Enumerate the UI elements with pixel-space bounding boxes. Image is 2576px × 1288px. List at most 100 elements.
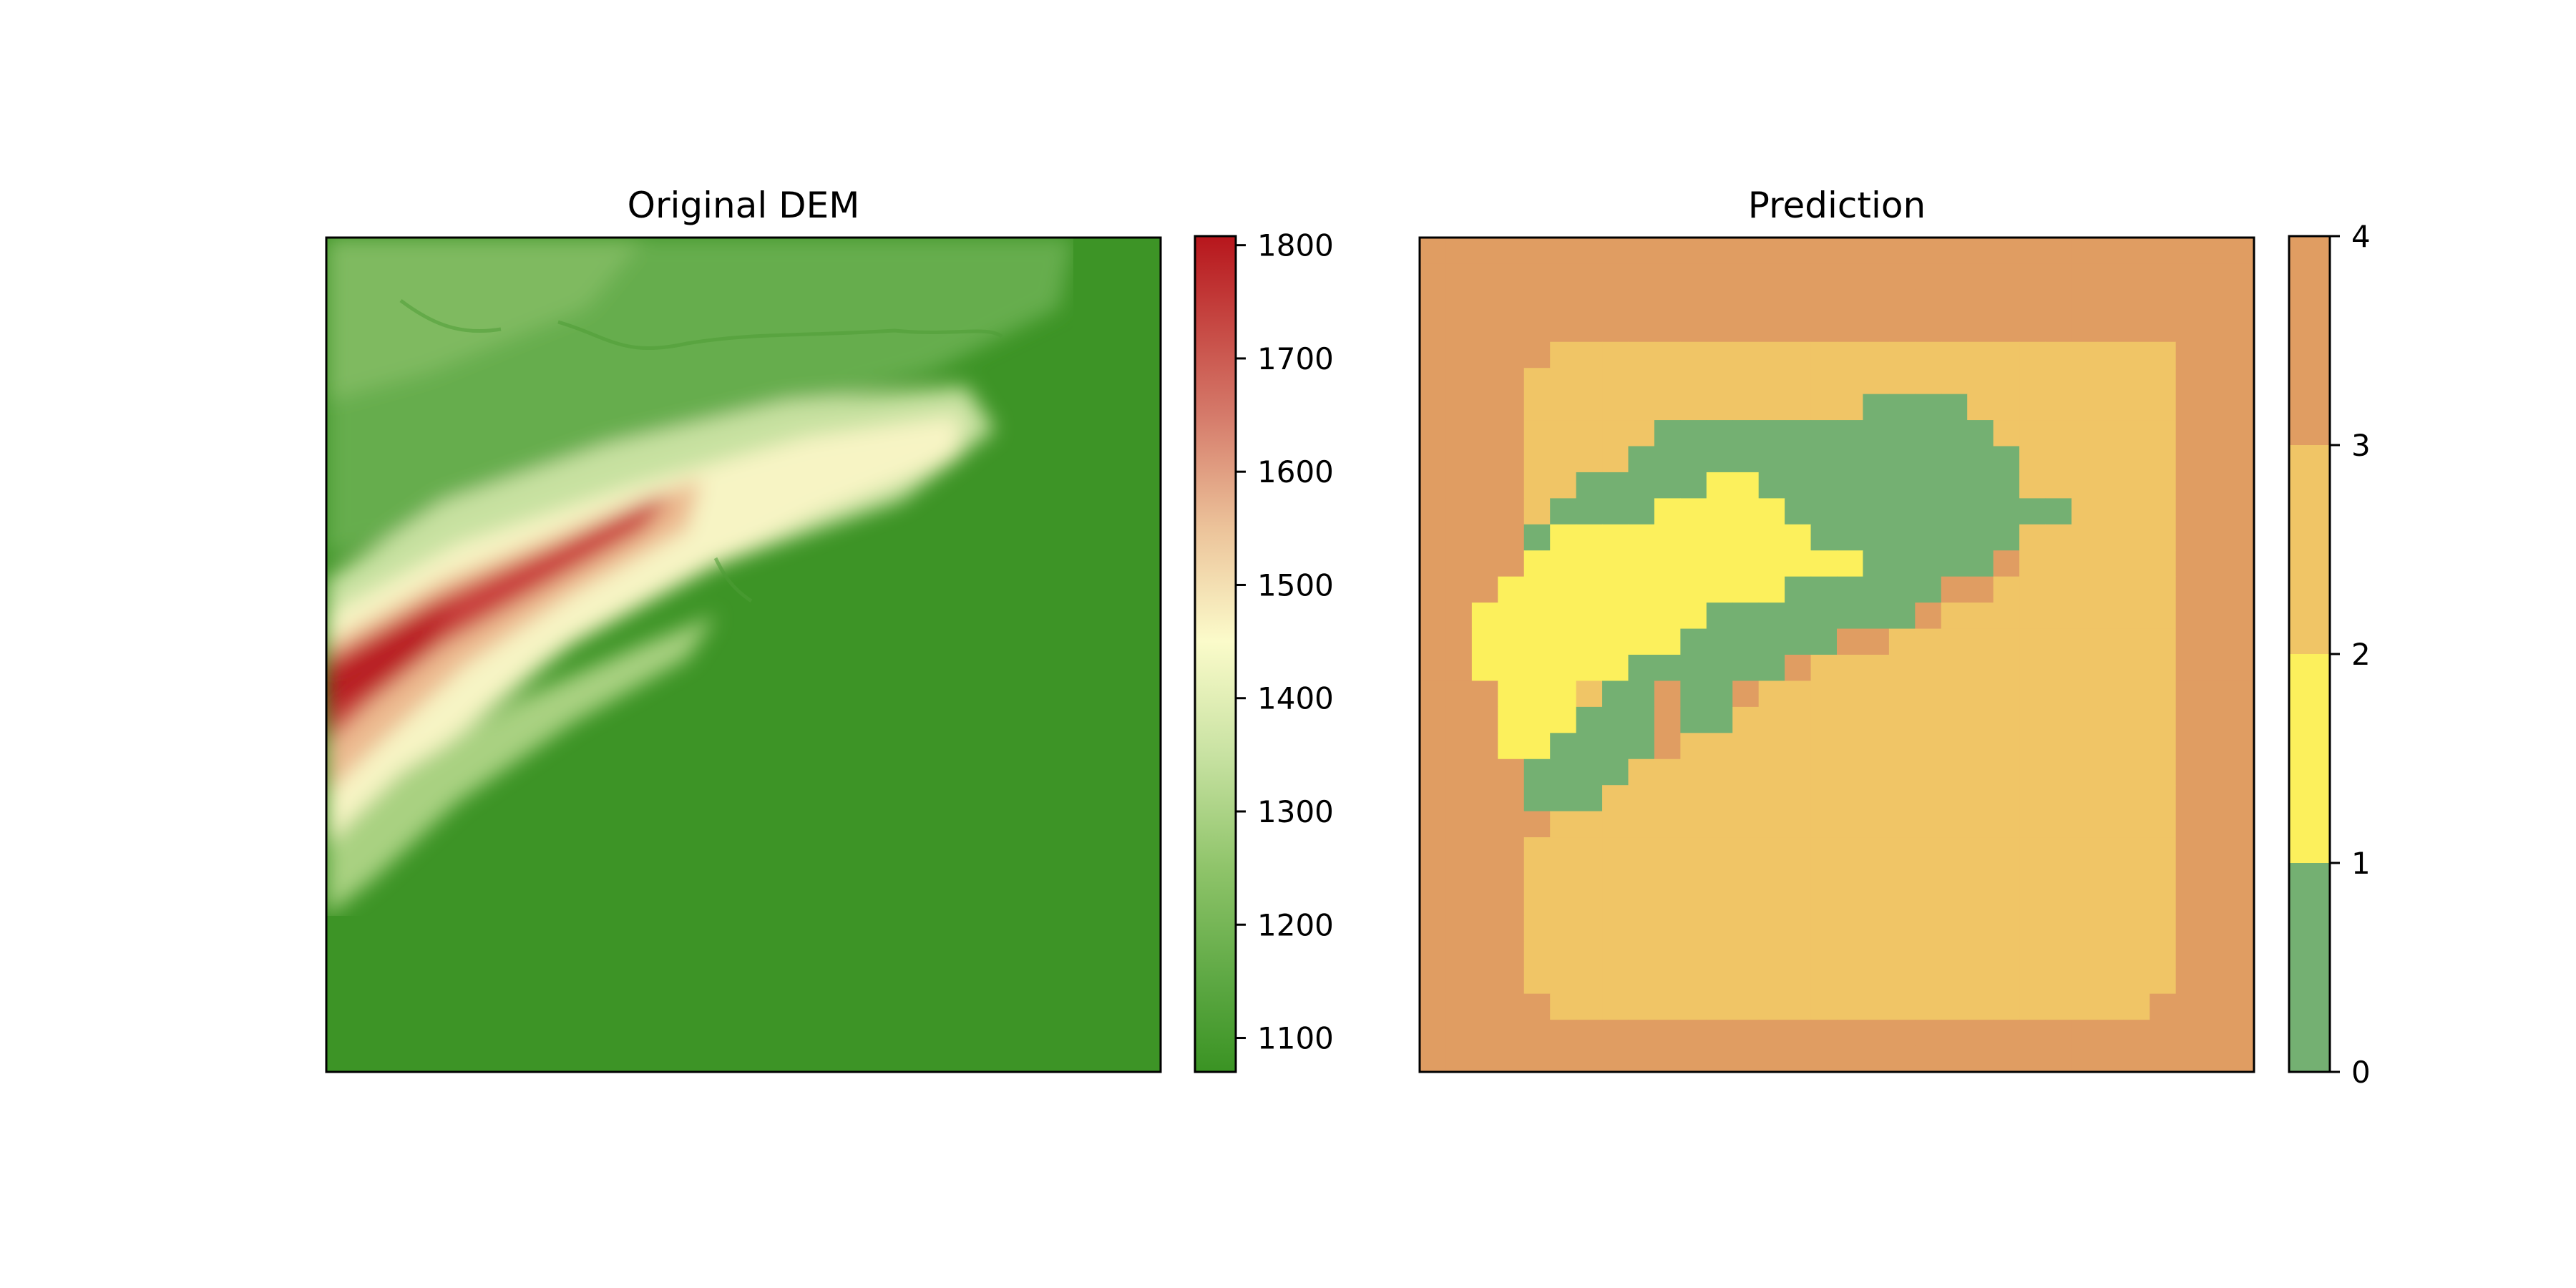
prediction-cell [2150,341,2177,369]
prediction-cell [1863,316,1890,343]
prediction-cell [1680,889,1707,916]
prediction-cell [1888,524,1916,551]
prediction-cell [1941,680,1968,708]
prediction-cell [2202,238,2229,265]
prediction-cell [2097,993,2124,1020]
prediction-cell [1471,394,1498,421]
prediction-cell [2150,576,2177,603]
dem-drainage [399,298,1003,603]
prediction-cell [2228,524,2255,551]
prediction-cell [1602,889,1629,916]
prediction-cell [2228,602,2255,630]
prediction-cell [2150,628,2177,655]
prediction-cell [1445,498,1473,525]
prediction-cell [1758,263,1785,291]
prediction-cell [1706,368,1733,395]
prediction-cell [1498,550,1525,577]
prediction-cell [1706,316,1733,343]
prediction-cell [1654,993,1681,1020]
prediction-cell [2045,238,2072,265]
prediction-cell [2228,628,2255,655]
prediction-cell [1576,1020,1603,1047]
prediction-cell [1654,889,1681,916]
prediction-cell [1498,1045,1525,1073]
prediction-cell [1915,811,1942,838]
prediction-cell [1915,524,1942,551]
prediction-cell [1523,472,1551,499]
prediction-cell [1758,446,1785,473]
prediction-cell [1732,420,1760,447]
prediction-cell [1654,733,1681,760]
prediction-cell [2175,889,2202,916]
prediction-cell [2175,967,2202,995]
prediction-cell [1576,863,1603,890]
prediction-cell [1680,341,1707,369]
prediction-cell [1523,889,1551,916]
prediction-cell [1420,576,1447,603]
prediction-cell [1785,837,1812,864]
prediction-cell [1837,915,1864,942]
prediction-cell [1967,863,1994,890]
prediction-cell [1420,394,1447,421]
prediction-cell [2097,733,2124,760]
prediction-cell [1420,967,1447,995]
prediction-cell [1863,341,1890,369]
prediction-cell [1523,993,1551,1020]
prediction-cell [1967,576,1994,603]
prediction-cell [2097,238,2124,265]
prediction-cell [1863,915,1890,942]
prediction-cell [1706,837,1733,864]
prediction-cell [1471,941,1498,968]
prediction-cell [1602,1020,1629,1047]
prediction-cell [2045,811,2072,838]
prediction-cell [1993,341,2020,369]
prediction-cell [1420,811,1447,838]
prediction-cell [1888,628,1916,655]
prediction-cell [2150,863,2177,890]
prediction-cell [1785,758,1812,786]
prediction-cell [1706,263,1733,291]
prediction-cell [2097,941,2124,968]
prediction-cell [1967,628,1994,655]
prediction-cell [1420,889,1447,916]
prediction-cell [1758,785,1785,812]
prediction-cell [1863,889,1890,916]
prediction-cell [2019,655,2046,682]
prediction-cell [1785,811,1812,838]
prediction-cell [1810,1045,1838,1073]
prediction-cell [1628,733,1655,760]
prediction-cell [1420,1020,1447,1047]
prediction-cell [2097,524,2124,551]
prediction-cell [1967,316,1994,343]
prediction-cell [1420,863,1447,890]
prediction-cell [1471,316,1498,343]
prediction-cell [1471,238,1498,265]
prediction-cell [1732,785,1760,812]
prediction-cell [2071,837,2098,864]
prediction-cell [1523,550,1551,577]
prediction-cell [1915,263,1942,291]
prediction-cell [1732,446,1760,473]
prediction-cell [1732,289,1760,316]
prediction-cell [1732,655,1760,682]
dem-colorbar-tick-label: 1400 [1257,681,1334,716]
prediction-cell [1445,550,1473,577]
prediction-cell [2202,1020,2229,1047]
prediction-cell [2045,1020,2072,1047]
prediction-cell [2150,289,2177,316]
prediction-cell [2228,394,2255,421]
prediction-cell [1445,238,1473,265]
prediction-cell [2228,420,2255,447]
prediction-cell [2150,602,2177,630]
prediction-cell [1863,368,1890,395]
prediction-cell [1420,316,1447,343]
prediction-cell [2071,758,2098,786]
prediction-cell [1941,967,1968,995]
prediction-cell [1915,1020,1942,1047]
prediction-cell [2071,238,2098,265]
prediction-cell [1810,863,1838,890]
prediction-cell [1888,576,1916,603]
prediction-cell [1732,341,1760,369]
prediction-cell [1471,576,1498,603]
prediction-cell [1498,758,1525,786]
